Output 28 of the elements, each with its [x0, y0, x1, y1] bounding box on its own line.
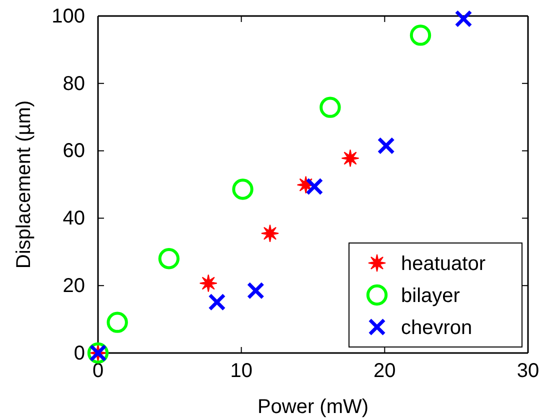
x-tick-label: 30	[516, 360, 540, 382]
x-tick-label: 20	[374, 360, 396, 382]
x-tick-label: 10	[230, 360, 252, 382]
point	[246, 282, 264, 300]
y-tick-label: 100	[52, 5, 85, 28]
y-tick-label: 60	[62, 140, 85, 162]
point	[208, 293, 226, 311]
point	[377, 136, 395, 155]
point	[261, 224, 279, 242]
x-axis-title: Power (mW)	[257, 396, 369, 418]
x-tick-label: 0	[92, 360, 104, 382]
point	[341, 149, 360, 168]
y-tick-label: 0	[74, 342, 85, 364]
point	[320, 96, 341, 118]
legend-label: heatuator	[401, 253, 486, 275]
legend-label: bilayer	[401, 285, 460, 307]
point	[106, 312, 128, 333]
point	[454, 10, 472, 28]
point	[199, 274, 218, 292]
point	[306, 178, 324, 196]
y-tick-label: 20	[62, 275, 85, 297]
point	[158, 248, 180, 270]
legend-label: chevron	[401, 317, 472, 339]
y-tick-label: 80	[62, 72, 85, 95]
point	[232, 178, 254, 200]
y-tick-label: 40	[62, 208, 85, 230]
point	[410, 24, 432, 46]
y-axis-title: Displacement (µm)	[13, 100, 35, 269]
